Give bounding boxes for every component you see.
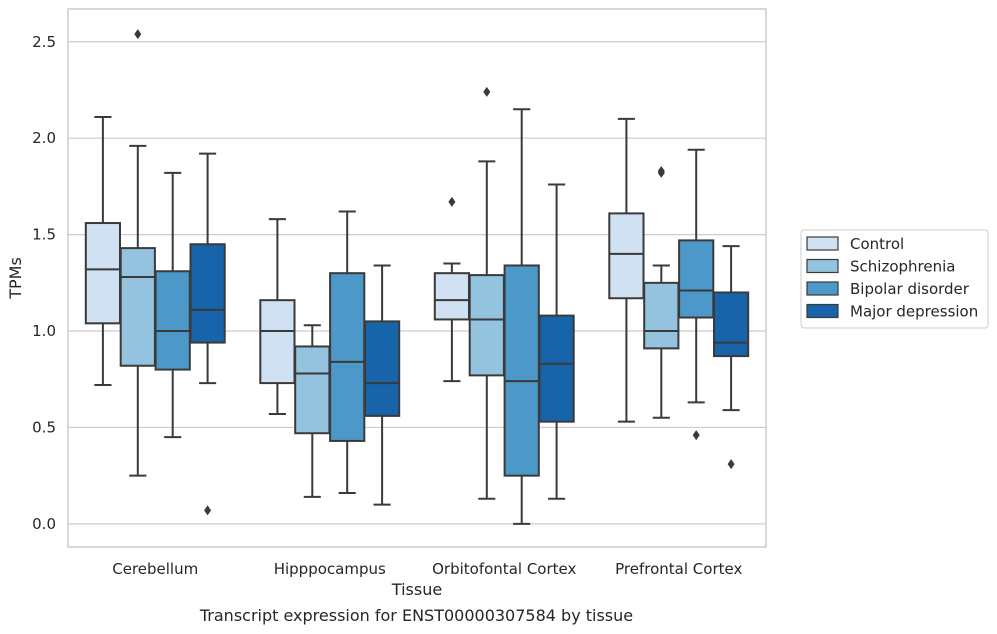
y-tick-label: 1.0 <box>32 322 56 340</box>
outlier-point <box>134 29 142 40</box>
box <box>503 264 540 477</box>
box <box>154 270 191 371</box>
y-tick-label: 1.5 <box>32 226 56 244</box>
legend-swatch <box>806 258 839 274</box>
y-tick-label: 0.5 <box>32 418 56 436</box>
legend-swatch <box>806 236 839 251</box>
legend-swatch <box>806 303 839 319</box>
box <box>119 247 156 367</box>
legend-label: Major depression <box>850 303 978 321</box>
box <box>538 314 575 423</box>
figure-caption: Transcript expression for ENST0000030758… <box>199 606 634 625</box>
outlier-point <box>692 430 700 441</box>
box <box>468 274 505 377</box>
legend-box <box>800 229 989 329</box>
x-tick-label: Hipppocampus <box>274 560 386 578</box>
box <box>363 320 401 417</box>
outlier-point <box>727 459 735 470</box>
x-tick-label: Prefrontal Cortex <box>615 560 742 578</box>
x-tick-label: Cerebellum <box>112 560 198 578</box>
legend-swatch <box>806 281 839 296</box>
box <box>433 272 471 321</box>
legend-label: Bipolar disorder <box>850 280 970 298</box>
box <box>84 222 122 325</box>
box <box>189 243 226 344</box>
outlier-point <box>448 196 456 207</box>
y-tick-label: 2.0 <box>32 129 56 147</box>
box <box>608 212 645 300</box>
x-tick-label: Orbitofontal Cortex <box>432 560 576 578</box>
box <box>259 299 296 385</box>
y-axis-label: TPMs <box>6 257 25 300</box>
box <box>294 345 331 435</box>
legend-label: Control <box>850 235 904 253</box>
x-axis-label: Tissue <box>391 580 442 599</box>
box <box>329 272 366 442</box>
plot-frame <box>67 8 767 548</box>
outlier-point <box>657 167 665 178</box>
y-tick-label: 0.0 <box>32 515 56 533</box>
legend-label: Schizophrenia <box>850 258 955 276</box>
box <box>678 239 715 319</box>
outlier-point <box>483 86 491 97</box>
box <box>712 291 750 358</box>
outlier-point <box>204 505 212 516</box>
y-tick-label: 2.5 <box>32 33 56 51</box>
box <box>643 281 680 350</box>
